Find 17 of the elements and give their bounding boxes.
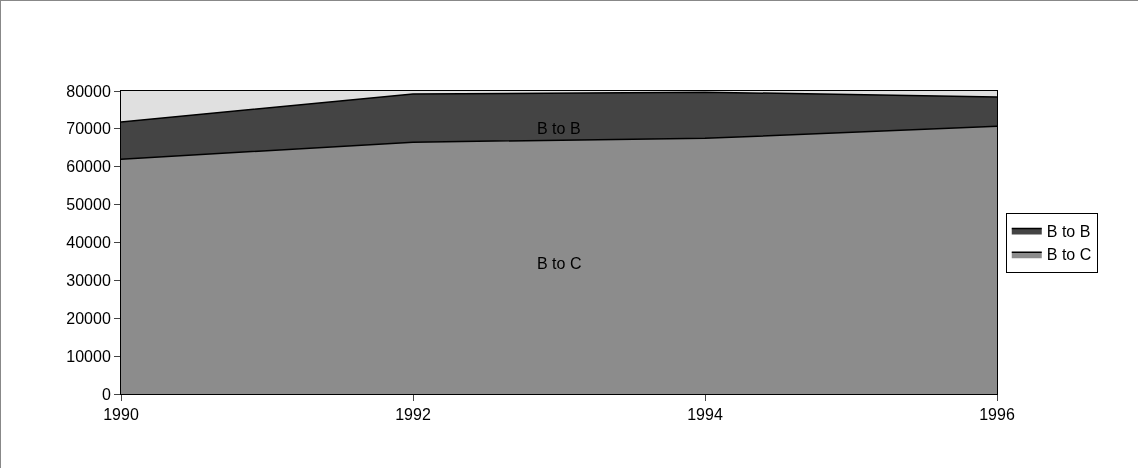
annotation: B to C — [537, 255, 582, 272]
annotation: B to B — [537, 120, 581, 137]
y-tick-label: 40000 — [66, 234, 111, 252]
x-tick-label: 1990 — [103, 406, 139, 424]
y-tick-label: 80000 — [66, 82, 111, 100]
y-tick-label: 0 — [101, 385, 111, 403]
legend-label: B to C — [1046, 246, 1092, 264]
legend-label: B to B — [1046, 222, 1091, 240]
y-tick-label: 50000 — [66, 196, 111, 214]
y-tick-label: 70000 — [66, 120, 111, 138]
y-tick-label: 30000 — [66, 271, 111, 289]
y-tick-label: 60000 — [66, 158, 111, 176]
x-tick-label: 1992 — [395, 406, 431, 424]
x-tick-label: 1996 — [979, 406, 1015, 424]
y-tick-label: 10000 — [66, 347, 111, 365]
x-tick-label: 1994 — [687, 406, 723, 424]
y-tick-label: 20000 — [66, 309, 111, 327]
